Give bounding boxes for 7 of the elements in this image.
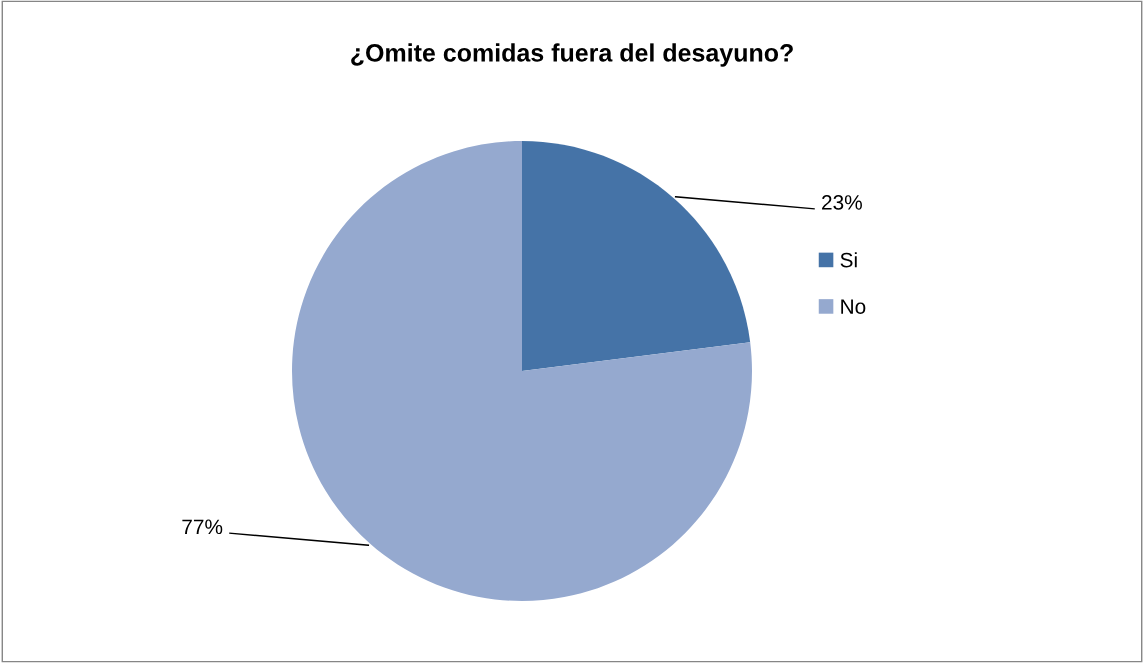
pie-slice (292, 141, 752, 601)
data-label: 77% (182, 519, 223, 535)
legend-label: No (841, 299, 866, 314)
chart-title: ¿Omite comidas fuera del desayuno? (351, 43, 793, 67)
pie-slice (522, 141, 751, 371)
legend-label: Si (840, 252, 857, 268)
data-label: 23% (822, 195, 862, 210)
